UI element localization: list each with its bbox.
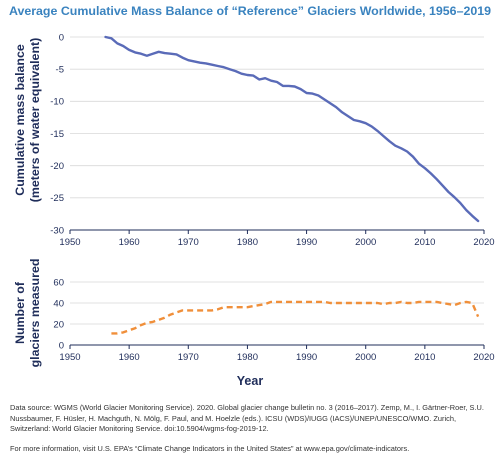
mass-balance-x-tick-label: 2020 <box>473 237 494 248</box>
mass-balance-x-tick-label: 1950 <box>59 237 80 248</box>
glaciers-measured-x-tick-label: 2010 <box>414 352 435 363</box>
mass-balance-y-tick-label: -10 <box>50 97 64 108</box>
glaciers-measured-x-tick-label: 1970 <box>178 352 199 363</box>
mass-balance-y-tick-label: -5 <box>56 65 64 76</box>
glaciers-measured-y-tick-label: 0 <box>59 340 64 351</box>
mass-balance-y-tick-label: -15 <box>50 129 64 140</box>
mass-balance-x-tick-label: 1970 <box>178 237 199 248</box>
mass-balance-y-tick-label: -25 <box>50 193 64 204</box>
glaciers-measured-x-tick-label: 1950 <box>59 352 80 363</box>
glaciers-measured-x-tick-label: 2020 <box>473 352 494 363</box>
glaciers-measured-y-tick-label: 20 <box>53 319 64 330</box>
glaciers-measured-y-tick-label: 40 <box>53 298 64 309</box>
glaciers-measured-x-tick-label: 1990 <box>296 352 317 363</box>
more-info-note: For more information, visit U.S. EPA’s “… <box>10 444 410 453</box>
mass-balance-series-line <box>104 35 480 223</box>
mass-balance-x-tick-label: 1990 <box>296 237 317 248</box>
mass-balance-x-tick-label: 1980 <box>237 237 258 248</box>
glaciers-measured-y-tick-label: 60 <box>53 277 64 288</box>
mass-balance-x-tick-label: 2010 <box>414 237 435 248</box>
glaciers-measured-series-line <box>111 300 480 335</box>
data-source-note: Data source: WGMS (World Glacier Monitor… <box>10 403 484 433</box>
glaciers-measured-panel: 0 20 40 60 1950 1960 1970 1980 1990 2000 2010 2020 <box>53 277 494 363</box>
chart-title: Average Cumulative Mass Balance of “Refe… <box>8 4 492 18</box>
glaciers-measured-x-tick-label: 2000 <box>355 352 376 363</box>
mass-balance-x-tick-label: 1960 <box>119 237 140 248</box>
mass-balance-y-tick-label: -30 <box>50 225 64 236</box>
glaciers-measured-x-tick-label: 1960 <box>119 352 140 363</box>
mass-balance-y-tick-label: -20 <box>50 161 64 172</box>
mass-balance-x-tick-label: 2000 <box>355 237 376 248</box>
glaciers-measured-x-tick-label: 1980 <box>237 352 258 363</box>
mass-balance-y-tick-label: 0 <box>59 32 64 43</box>
x-axis-label: Year <box>236 374 264 388</box>
